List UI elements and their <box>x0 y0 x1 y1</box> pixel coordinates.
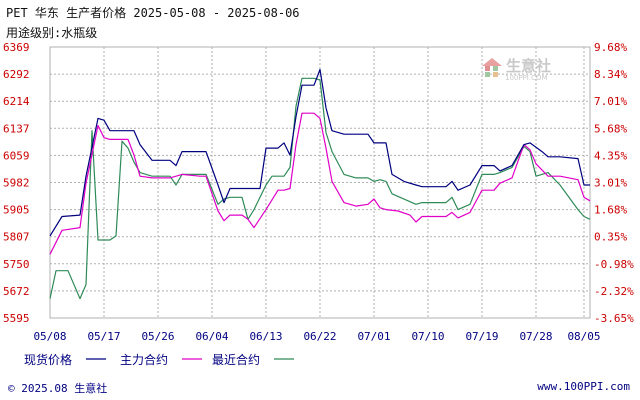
y2-tick-label: 7.01% <box>594 95 627 108</box>
series-line-near_contract <box>49 77 591 300</box>
x-tick-label: 05/26 <box>141 330 174 343</box>
y-axis-ticks: 6369 9.68% 6292 8.34% 6214 7.01% 6137 5.68% 6059… <box>3 41 634 325</box>
watermark-house-icon <box>482 58 502 77</box>
legend-label: 现货价格 <box>24 352 72 367</box>
y-tick-label: 6292 <box>3 68 30 81</box>
x-tick-label: 07/19 <box>465 330 498 343</box>
y2-tick-label: 5.68% <box>594 122 627 135</box>
watermark-url: 100PPI.COM <box>505 74 548 82</box>
y-tick-label: 5807 <box>3 231 30 244</box>
y2-tick-label: 4.35% <box>594 149 627 162</box>
y-tick-label: 5750 <box>3 258 30 271</box>
legend: 现货价格 主力合约 最近合约 <box>24 352 294 367</box>
footer-copyright: © 2025.08 生意社 <box>8 382 108 395</box>
x-tick-label: 06/13 <box>249 330 282 343</box>
x-tick-label: 07/10 <box>411 330 444 343</box>
y-tick-label: 6214 <box>3 95 30 108</box>
footer-site-link[interactable]: www.100PPI.com <box>537 380 630 393</box>
y-tick-label: 5905 <box>3 204 30 217</box>
x-tick-label: 06/22 <box>303 330 336 343</box>
legend-label: 最近合约 <box>212 352 260 367</box>
series-line-spot <box>49 68 590 237</box>
watermark-name: 生意社 <box>506 57 551 75</box>
series-layer <box>49 68 591 300</box>
y2-tick-label: -0.98% <box>594 258 634 271</box>
chart-subtitle: 用途级别:水瓶级 <box>6 26 98 40</box>
x-tick-label: 05/17 <box>87 330 120 343</box>
x-tick-label: 05/08 <box>33 330 66 343</box>
chart-title: PET 华东 生产者价格 2025-05-08 - 2025-08-06 <box>6 6 300 20</box>
y-tick-label: 5595 <box>3 312 30 325</box>
watermark-logo: 生意社 100PPI.COM <box>482 57 551 82</box>
x-tick-label: 06/04 <box>195 330 228 343</box>
y2-tick-label: 1.68% <box>594 204 627 217</box>
y2-tick-label: 3.01% <box>594 177 627 190</box>
y-tick-label: 6059 <box>3 149 30 162</box>
y2-tick-label: -3.65% <box>594 312 634 325</box>
y-tick-label: 6369 <box>3 41 30 54</box>
x-tick-label: 08/05 <box>567 330 600 343</box>
legend-label: 主力合约 <box>120 352 168 367</box>
y-tick-label: 5672 <box>3 285 30 298</box>
x-tick-label: 07/01 <box>357 330 390 343</box>
series-line-main_contract <box>49 112 591 255</box>
x-tick-label: 07/28 <box>519 330 552 343</box>
y2-tick-label: 9.68% <box>594 41 627 54</box>
y2-tick-label: 0.35% <box>594 231 627 244</box>
y-tick-label: 6137 <box>3 122 30 135</box>
y-tick-label: 5982 <box>3 177 30 190</box>
y2-tick-label: -2.32% <box>594 285 634 298</box>
x-axis-ticks: 05/08 05/17 05/26 06/04 06/13 06/22 07/01 07/10… <box>33 330 600 343</box>
y2-tick-label: 8.34% <box>594 68 627 81</box>
grid-layer <box>49 46 591 319</box>
